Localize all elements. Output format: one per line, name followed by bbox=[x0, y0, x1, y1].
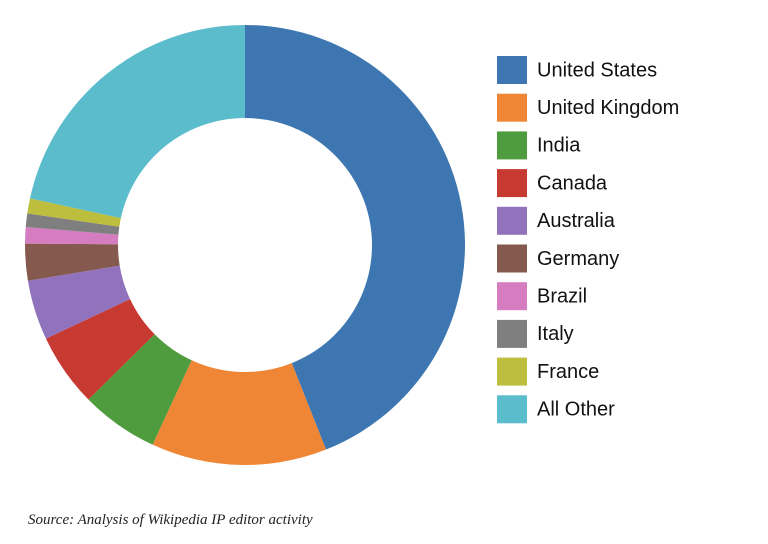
legend-label: Canada bbox=[537, 172, 608, 194]
legend-label: All Other bbox=[537, 399, 615, 421]
legend-swatch bbox=[497, 282, 527, 311]
legend-label: Germany bbox=[537, 248, 619, 270]
legend-label: Italy bbox=[537, 323, 574, 345]
legend-swatch bbox=[497, 244, 527, 273]
donut-slice bbox=[25, 213, 120, 235]
legend-label: Australia bbox=[537, 210, 616, 232]
donut-slice bbox=[25, 243, 120, 281]
donut-slice bbox=[30, 25, 246, 219]
legend-swatch bbox=[497, 319, 527, 348]
donut-slice bbox=[45, 299, 155, 400]
source-note: Source: Analysis of Wikipedia IP editor … bbox=[28, 512, 313, 528]
legend-label: France bbox=[537, 361, 599, 383]
donut-slice bbox=[27, 265, 131, 339]
legend-swatch bbox=[497, 131, 527, 160]
donut-slice bbox=[152, 360, 326, 465]
legend-label: India bbox=[537, 135, 581, 157]
legend-label: United States bbox=[537, 59, 657, 81]
legend-swatch bbox=[497, 56, 527, 84]
legend-swatch bbox=[497, 206, 527, 235]
legend-swatch bbox=[497, 169, 527, 198]
donut-slice bbox=[27, 198, 121, 227]
donut-slice bbox=[245, 25, 465, 450]
legend-swatch bbox=[497, 357, 527, 386]
donut-slice bbox=[25, 227, 119, 245]
donut-slice bbox=[88, 334, 192, 445]
legend-swatch bbox=[497, 395, 527, 424]
legend-swatch bbox=[497, 93, 527, 122]
legend-label: United Kingdom bbox=[537, 97, 679, 119]
legend-label: Brazil bbox=[537, 285, 587, 307]
